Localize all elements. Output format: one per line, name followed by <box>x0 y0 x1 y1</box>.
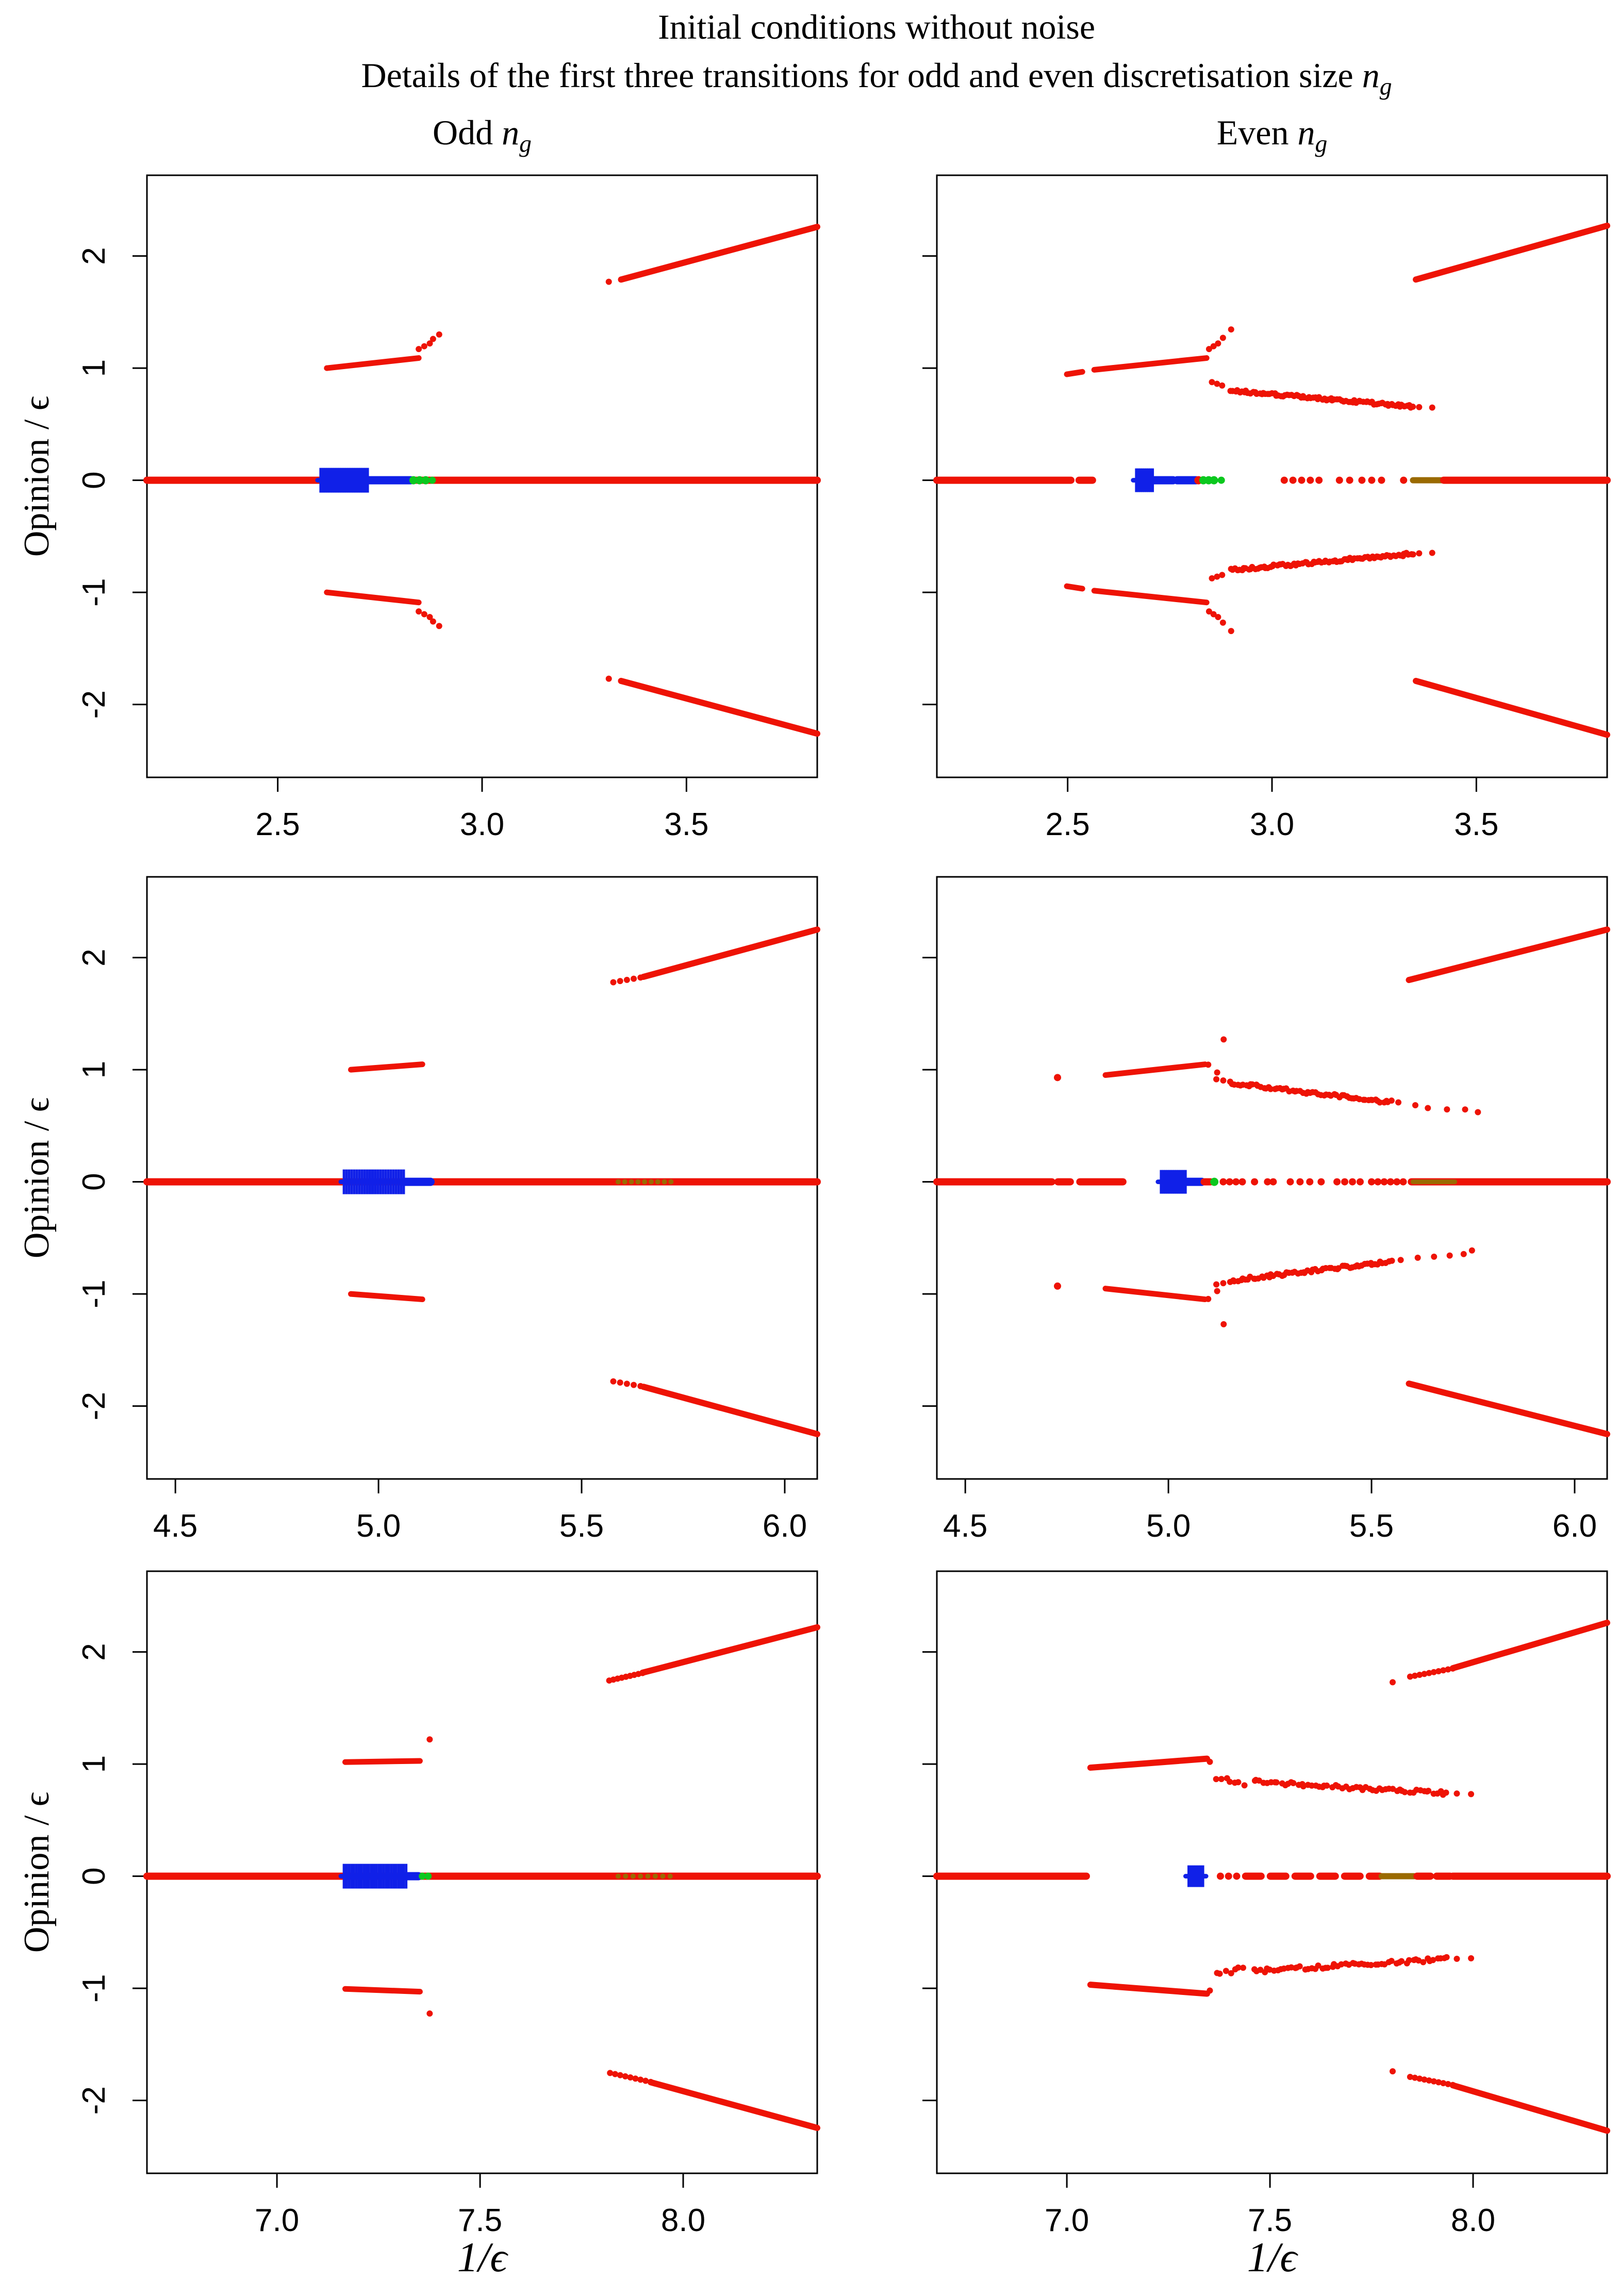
svg-text:7.5: 7.5 <box>1248 2203 1292 2238</box>
figure-title: Initial conditions without noise <box>657 7 1096 46</box>
svg-text:-2: -2 <box>76 690 112 719</box>
svg-text:7.5: 7.5 <box>458 2203 502 2238</box>
svg-text:2.5: 2.5 <box>256 807 300 842</box>
x-axis-ticks: 2.5 3.0 3.5 <box>256 777 708 842</box>
svg-text:-2: -2 <box>76 2086 112 2115</box>
x-axis-ticks: 4.5 5.0 5.5 6.0 <box>943 1479 1597 1544</box>
plot-box <box>146 876 818 1480</box>
plot-panel-odd-2: 4.5 5.0 5.5 6.0 -2 -1 0 1 2 <box>76 876 821 1544</box>
svg-text:2: 2 <box>76 1643 112 1660</box>
x-axis-ticks: 7.0 7.5 8.0 <box>1045 2173 1495 2238</box>
x-axis-label-odd: 1/ϵ <box>457 2234 507 2281</box>
data-points <box>143 926 821 1437</box>
plot-panel-odd-3: 7.0 7.5 8.0 -2 -1 0 1 2 <box>76 1570 821 2238</box>
svg-text:-1: -1 <box>76 1280 112 1308</box>
svg-text:8.0: 8.0 <box>661 2203 705 2238</box>
svg-text:6.0: 6.0 <box>763 1508 807 1544</box>
svg-text:5.5: 5.5 <box>559 1508 604 1544</box>
svg-text:0: 0 <box>76 1173 112 1190</box>
svg-text:5.5: 5.5 <box>1349 1508 1394 1544</box>
column-header-even: Even ng <box>1216 113 1328 158</box>
y-axis-ticks <box>922 957 937 1407</box>
data-points <box>143 1624 821 2131</box>
plot-panel-even-1: 2.5 3.0 3.5 <box>922 174 1611 842</box>
y-axis-label-row1: Opinion / ϵ <box>17 395 57 557</box>
svg-text:2.5: 2.5 <box>1046 807 1090 842</box>
svg-text:3.5: 3.5 <box>1454 807 1498 842</box>
svg-text:2: 2 <box>76 949 112 966</box>
svg-text:5.0: 5.0 <box>1146 1508 1191 1544</box>
svg-text:4.5: 4.5 <box>153 1508 197 1544</box>
data-points <box>933 926 1611 1437</box>
y-axis-label-row3: Opinion / ϵ <box>17 1791 57 1953</box>
figure-subtitle: Details of the first three transitions f… <box>361 56 1392 101</box>
svg-text:2: 2 <box>76 247 112 264</box>
plot-panel-even-3: 7.0 7.5 8.0 <box>922 1570 1611 2238</box>
svg-text:1: 1 <box>76 359 112 377</box>
data-points <box>933 1620 1611 2134</box>
y-axis-ticks: -2 -1 0 1 2 <box>76 949 147 1420</box>
svg-text:3.5: 3.5 <box>664 807 708 842</box>
svg-text:0: 0 <box>76 1867 112 1885</box>
y-axis-label-row2: Opinion / ϵ <box>17 1097 57 1259</box>
plot-box <box>146 1570 818 2174</box>
svg-text:-1: -1 <box>76 578 112 607</box>
svg-text:0: 0 <box>76 471 112 489</box>
svg-text:5.0: 5.0 <box>356 1508 401 1544</box>
data-points <box>933 222 1611 738</box>
svg-text:8.0: 8.0 <box>1451 2203 1495 2238</box>
svg-text:1: 1 <box>76 1755 112 1773</box>
plot-box <box>936 174 1608 778</box>
svg-text:3.0: 3.0 <box>1250 807 1294 842</box>
column-header-odd: Odd ng <box>433 113 532 158</box>
plot-panel-odd-1: 2.5 3.0 3.5 -2 -1 0 1 2 <box>76 174 821 842</box>
svg-text:3.0: 3.0 <box>460 807 504 842</box>
y-axis-ticks <box>922 1651 937 2102</box>
plot-box <box>146 174 818 778</box>
plot-box <box>936 1570 1608 2174</box>
x-axis-ticks: 7.0 7.5 8.0 <box>255 2173 705 2238</box>
y-axis-ticks: -2 -1 0 1 2 <box>76 1643 147 2115</box>
x-axis-label-even: 1/ϵ <box>1247 2234 1297 2281</box>
plot-panel-even-2: 4.5 5.0 5.5 6.0 <box>922 876 1611 1544</box>
svg-text:1: 1 <box>76 1061 112 1078</box>
svg-text:6.0: 6.0 <box>1552 1508 1597 1544</box>
svg-text:7.0: 7.0 <box>255 2203 299 2238</box>
plot-box <box>936 876 1608 1480</box>
y-axis-ticks: -2 -1 0 1 2 <box>76 247 147 719</box>
svg-text:7.0: 7.0 <box>1045 2203 1089 2238</box>
svg-text:-1: -1 <box>76 1974 112 2003</box>
svg-text:-2: -2 <box>76 1392 112 1420</box>
svg-text:4.5: 4.5 <box>943 1508 987 1544</box>
data-points <box>143 224 821 737</box>
x-axis-ticks: 4.5 5.0 5.5 6.0 <box>153 1479 807 1544</box>
x-axis-ticks: 2.5 3.0 3.5 <box>1046 777 1498 842</box>
